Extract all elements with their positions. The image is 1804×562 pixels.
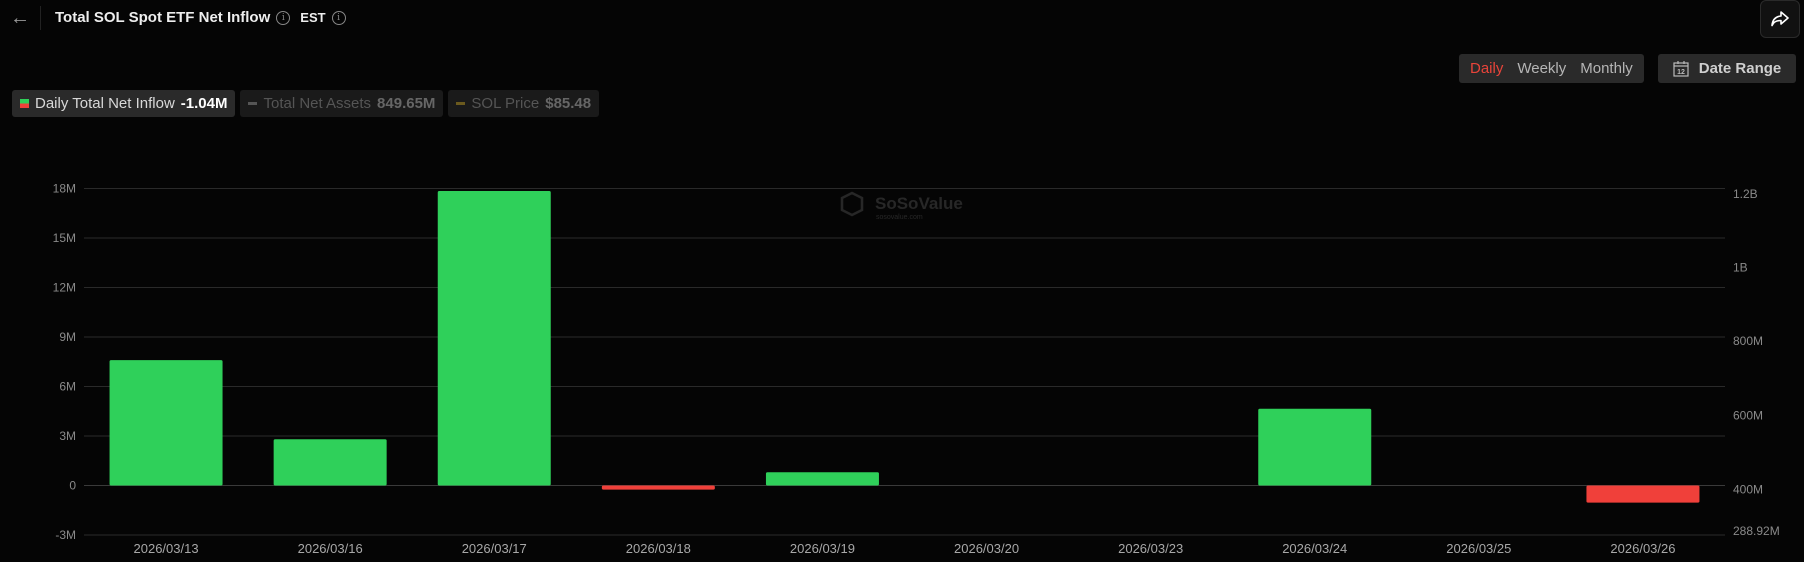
share-icon [1771, 11, 1789, 27]
y2-tick-label: 400M [1733, 483, 1763, 497]
svg-text:sosovalue.com: sosovalue.com [876, 214, 923, 221]
page-title: Total SOL Spot ETF Net Inflow i EST i [55, 9, 346, 26]
x-tick-label: 2026/03/18 [626, 541, 691, 556]
bar[interactable] [273, 439, 387, 486]
bar[interactable] [601, 485, 715, 490]
svg-text:12: 12 [1677, 69, 1685, 76]
y2-tick-label: 800M [1733, 334, 1763, 348]
x-tick-label: 2026/03/13 [134, 541, 199, 556]
x-tick-label: 2026/03/17 [462, 541, 527, 556]
y-tick-label: 12M [53, 281, 76, 295]
bar[interactable] [1586, 485, 1700, 503]
x-tick-label: 2026/03/25 [1446, 541, 1511, 556]
date-range-button[interactable]: 12 Date Range [1658, 54, 1796, 83]
legend-swatch-icon [248, 102, 258, 105]
watermark-logo: SoSoValue sosovalue.com [840, 191, 963, 221]
svg-text:SoSoValue: SoSoValue [875, 194, 963, 213]
timezone-label: EST [300, 10, 326, 25]
x-tick-label: 2026/03/19 [790, 541, 855, 556]
legend-label: SOL Price [471, 95, 540, 112]
legend-daily-net-inflow[interactable]: Daily Total Net Inflow -1.04M [12, 90, 236, 117]
bar[interactable] [437, 190, 551, 486]
y2-tick-label: 288.92M [1733, 524, 1780, 538]
period-daily[interactable]: Daily [1470, 60, 1504, 77]
period-selector: Daily Weekly Monthly [1459, 54, 1644, 83]
divider [40, 6, 41, 30]
legend-value: 849.65M [377, 95, 436, 112]
share-button[interactable] [1760, 0, 1800, 38]
legend-label: Total Net Assets [263, 95, 372, 112]
x-tick-label: 2026/03/20 [954, 541, 1019, 556]
y-tick-label: 18M [53, 182, 76, 196]
legend-swatch-icon [20, 99, 29, 108]
y2-tick-label: 1B [1733, 261, 1748, 275]
title-text: Total SOL Spot ETF Net Inflow [55, 9, 271, 26]
bar[interactable] [109, 360, 223, 486]
x-tick-label: 2026/03/23 [1118, 541, 1183, 556]
bar[interactable] [765, 472, 879, 486]
y2-tick-label: 1.2B [1733, 187, 1758, 201]
legend-total-net-assets[interactable]: Total Net Assets 849.65M [240, 90, 444, 117]
legend-sol-price[interactable]: SOL Price $85.48 [448, 90, 600, 117]
y-tick-label: 6M [59, 380, 76, 394]
x-tick-label: 2026/03/26 [1610, 541, 1675, 556]
info-icon[interactable]: i [276, 10, 291, 25]
back-button[interactable]: ← [8, 6, 32, 30]
y-tick-label: 3M [59, 429, 76, 443]
y-tick-label: 9M [59, 330, 76, 344]
chart-legend: Daily Total Net Inflow -1.04M Total Net … [12, 90, 600, 117]
calendar-icon: 12 [1673, 61, 1689, 77]
y-tick-label: -3M [55, 528, 76, 542]
y-tick-label: 15M [53, 231, 76, 245]
date-range-label: Date Range [1698, 60, 1782, 77]
timezone-info-icon[interactable]: i [331, 10, 346, 25]
x-tick-label: 2026/03/24 [1282, 541, 1347, 556]
x-tick-label: 2026/03/16 [298, 541, 363, 556]
y2-tick-label: 600M [1733, 409, 1763, 423]
y-tick-label: 0 [69, 479, 76, 493]
period-monthly[interactable]: Monthly [1580, 60, 1633, 77]
period-weekly[interactable]: Weekly [1517, 60, 1567, 77]
legend-label: Daily Total Net Inflow [35, 95, 175, 112]
legend-value: -1.04M [180, 95, 228, 112]
arrow-left-icon: ← [10, 7, 30, 29]
bar[interactable] [1258, 408, 1372, 486]
legend-value: $85.48 [545, 95, 592, 112]
legend-swatch-icon [456, 102, 466, 105]
